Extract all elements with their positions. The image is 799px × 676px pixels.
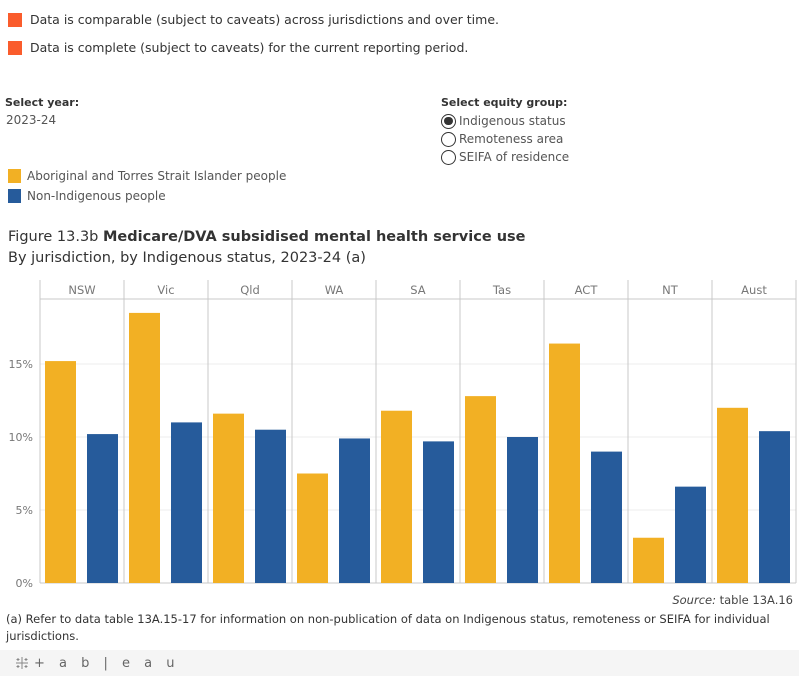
- source-note: Source: table 13A.16: [672, 593, 793, 607]
- legend-item-indigenous[interactable]: Aboriginal and Torres Strait Islander pe…: [8, 169, 286, 183]
- legend-label: Aboriginal and Torres Strait Islander pe…: [27, 169, 287, 183]
- bar-non-indigenous: [255, 429, 286, 583]
- figure-title: Figure 13.3b Medicare/DVA subsidised men…: [8, 229, 526, 245]
- x-category-label: NT: [662, 283, 679, 297]
- radio-label[interactable]: SEIFA of residence: [459, 150, 570, 164]
- radio-indigenous-status[interactable]: Indigenous status: [441, 112, 569, 130]
- figure-title-text: Medicare/DVA subsidised mental health se…: [102, 229, 526, 245]
- year-filter-value[interactable]: 2023-24: [6, 113, 57, 127]
- caveat-comparable: Data is comparable (subject to caveats) …: [8, 12, 499, 27]
- x-category-label: Qld: [240, 283, 260, 297]
- x-category-label: Vic: [157, 283, 174, 297]
- bar-non-indigenous: [675, 486, 706, 583]
- radio-selected-icon[interactable]: [441, 113, 456, 129]
- x-category-label: Aust: [741, 283, 767, 297]
- radio-unselected-icon[interactable]: [441, 131, 456, 147]
- caveat-text: Data is complete (subject to caveats) fo…: [30, 40, 469, 55]
- bar-indigenous: [465, 396, 496, 583]
- equity-radio-group: Indigenous status Remoteness area SEIFA …: [441, 112, 569, 166]
- radio-unselected-icon[interactable]: [441, 149, 456, 165]
- year-filter-label: Select year:: [5, 96, 80, 109]
- tableau-footer: [0, 650, 799, 676]
- bar-indigenous: [717, 407, 748, 583]
- caveat-complete: Data is complete (subject to caveats) fo…: [8, 40, 468, 55]
- tableau-cross-icon: [16, 657, 28, 669]
- bar-indigenous: [213, 413, 244, 583]
- bar-non-indigenous: [423, 441, 454, 583]
- caveat-text: Data is comparable (subject to caveats) …: [30, 12, 499, 27]
- bar-non-indigenous: [507, 437, 538, 583]
- radio-seifa[interactable]: SEIFA of residence: [441, 148, 569, 166]
- bar-non-indigenous: [171, 422, 202, 583]
- x-category-label: Tas: [492, 283, 511, 297]
- y-tick-label: 15%: [9, 358, 33, 371]
- figure-subtitle: By jurisdiction, by Indigenous status, 2…: [8, 250, 366, 266]
- legend-label: Non-Indigenous people: [27, 189, 166, 203]
- equity-filter-label: Select equity group:: [441, 96, 568, 109]
- bar-non-indigenous: [759, 431, 790, 583]
- tableau-logo[interactable]: + a b | e a u: [14, 655, 180, 671]
- figure-prefix: Figure 13.3b: [8, 229, 99, 245]
- radio-label[interactable]: Indigenous status: [459, 114, 566, 128]
- radio-remoteness-area[interactable]: Remoteness area: [441, 130, 569, 148]
- bar-indigenous: [297, 473, 328, 583]
- x-category-label: SA: [410, 283, 426, 297]
- x-category-label: WA: [325, 283, 344, 297]
- source-text: table 13A.16: [715, 593, 793, 607]
- footnote: (a) Refer to data table 13A.15-17 for in…: [6, 612, 770, 643]
- legend-swatch-icon: [8, 169, 21, 183]
- legend-swatch-icon: [8, 189, 21, 203]
- bar-indigenous: [381, 410, 412, 583]
- complete-indicator-icon: [8, 40, 22, 55]
- y-tick-label: 10%: [9, 431, 33, 444]
- tableau-wordmark: + a b | e a u: [34, 655, 180, 671]
- comparable-indicator-icon: [8, 12, 22, 27]
- x-category-label: ACT: [575, 283, 599, 297]
- y-tick-label: 0%: [16, 577, 33, 590]
- bar-non-indigenous: [591, 451, 622, 583]
- bar-indigenous: [129, 312, 160, 583]
- radio-label[interactable]: Remoteness area: [459, 132, 564, 146]
- x-category-label: NSW: [68, 283, 95, 297]
- bar-indigenous: [549, 343, 580, 583]
- source-label: Source:: [672, 593, 716, 607]
- y-tick-label: 5%: [16, 504, 33, 517]
- legend-item-non-indigenous[interactable]: Non-Indigenous people: [8, 189, 166, 203]
- bar-indigenous: [633, 537, 664, 583]
- bar-non-indigenous: [339, 438, 370, 583]
- bar-indigenous: [45, 361, 76, 583]
- bar-non-indigenous: [87, 434, 118, 583]
- bar-chart: NSW Vic Qld WA SA Tas ACT NT Aust 0% 5% 10% 15%: [9, 280, 797, 590]
